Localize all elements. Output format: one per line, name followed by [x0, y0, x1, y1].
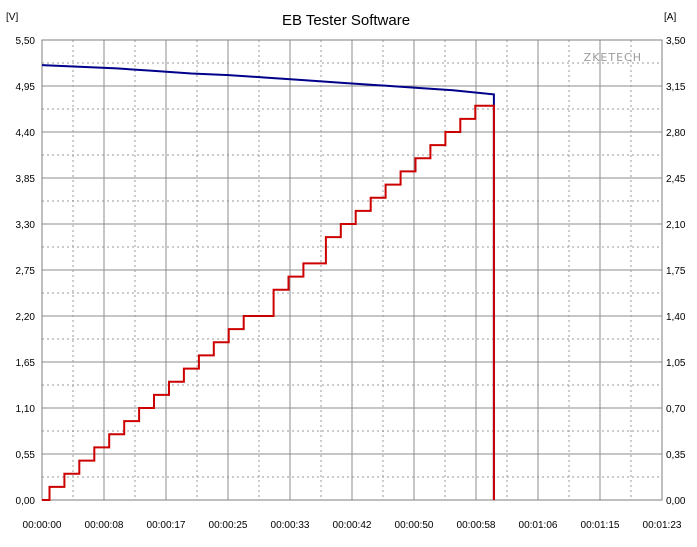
- y-left-tick-label: 5,50: [16, 36, 36, 47]
- plot-area: [41, 39, 663, 501]
- y-left-tick-label: 3,30: [16, 220, 36, 231]
- right-axis-unit: [A]: [664, 12, 676, 23]
- y-left-tick-label: 0,00: [16, 496, 36, 507]
- left-axis-ticks: 0,00 0,55 1,10 1,65 2,20 2,75 3,30 3,85 4,40 4,95…: [16, 36, 36, 507]
- y-right-tick-label: 0,35: [666, 450, 686, 461]
- x-tick-label: 00:00:50: [395, 520, 434, 531]
- left-axis-unit: [V]: [6, 12, 18, 23]
- y-right-tick-label: 1,40: [666, 312, 686, 323]
- current-series-line: [42, 104, 495, 501]
- y-left-tick-label: 2,75: [16, 266, 36, 277]
- x-tick-label: 00:00:33: [271, 520, 310, 531]
- y-right-tick-label: 3,50: [666, 36, 686, 47]
- x-tick-label: 00:01:15: [581, 520, 620, 531]
- y-left-tick-label: 0,55: [16, 450, 36, 461]
- y-left-tick-label: 1,10: [16, 404, 36, 415]
- y-right-tick-label: 0,00: [666, 496, 686, 507]
- x-tick-label: 00:00:17: [147, 520, 186, 531]
- x-tick-label: 00:00:58: [457, 520, 496, 531]
- y-right-tick-label: 2,10: [666, 220, 686, 231]
- chart-title: EB Tester Software: [282, 12, 410, 29]
- series-layer: [41, 64, 495, 501]
- y-left-tick-label: 2,20: [16, 312, 36, 323]
- y-right-tick-label: 2,45: [666, 174, 686, 185]
- y-right-tick-label: 2,80: [666, 128, 686, 139]
- x-axis-ticks: 00:00:00 00:00:08 00:00:17 00:00:25 00:00:33…: [23, 520, 682, 531]
- y-left-tick-label: 4,95: [16, 82, 36, 93]
- y-right-tick-label: 1,75: [666, 266, 686, 277]
- x-tick-label: 00:01:23: [643, 520, 682, 531]
- voltage-series-line: [41, 64, 495, 500]
- y-left-tick-label: 1,65: [16, 358, 36, 369]
- x-tick-label: 00:00:08: [85, 520, 124, 531]
- zketech-watermark: ZKETECH: [584, 51, 642, 64]
- y-right-tick-label: 0,70: [666, 404, 686, 415]
- x-tick-label: 00:00:25: [209, 520, 248, 531]
- x-tick-label: 00:01:06: [519, 520, 558, 531]
- grid: [42, 40, 662, 500]
- x-tick-label: 00:00:00: [23, 520, 62, 531]
- x-tick-label: 00:00:42: [333, 520, 372, 531]
- y-right-tick-label: 1,05: [666, 358, 686, 369]
- y-right-tick-label: 3,15: [666, 82, 686, 93]
- y-left-tick-label: 4,40: [16, 128, 36, 139]
- right-axis-ticks: 0,00 0,35 0,70 1,05 1,40 1,75 2,10 2,45 2,80 3,15…: [666, 36, 686, 507]
- y-left-tick-label: 3,85: [16, 174, 36, 185]
